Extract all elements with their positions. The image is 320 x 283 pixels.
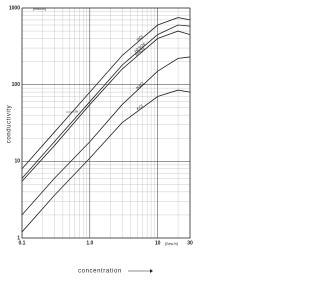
series-line [21, 30, 191, 182]
series-line [21, 24, 191, 179]
x-unit: [Gew.%] [165, 242, 178, 246]
series-line [21, 17, 191, 170]
x-tick-label: 30 [187, 240, 193, 246]
x-tick-label: 10 [155, 240, 161, 246]
series-label: HCl [135, 34, 143, 42]
y-tick-label: 1 [17, 235, 20, 241]
chart: concentration conductivity [mS/cm] [Gew.… [0, 0, 200, 283]
series-label: KCl [136, 103, 144, 111]
series-label: NaCl [135, 81, 145, 91]
y-tick-label: 10 [14, 159, 20, 165]
x-tick-label: 0.1 [19, 240, 26, 246]
x-axis-label: concentration [78, 269, 122, 275]
background [0, 0, 200, 283]
arrow-head [150, 269, 153, 273]
x-tick-label: 1.0 [86, 240, 93, 246]
series-line [21, 56, 191, 216]
plot-frame [21, 7, 191, 239]
y-unit: [mS/cm] [33, 7, 46, 11]
series-line [21, 89, 191, 233]
arrow [66, 109, 79, 113]
y-tick-label: 1000 [9, 5, 20, 11]
y-tick-label: 100 [12, 82, 21, 88]
series-label: HNO3 [134, 45, 146, 57]
y-axis-label: conductivity [7, 105, 13, 144]
